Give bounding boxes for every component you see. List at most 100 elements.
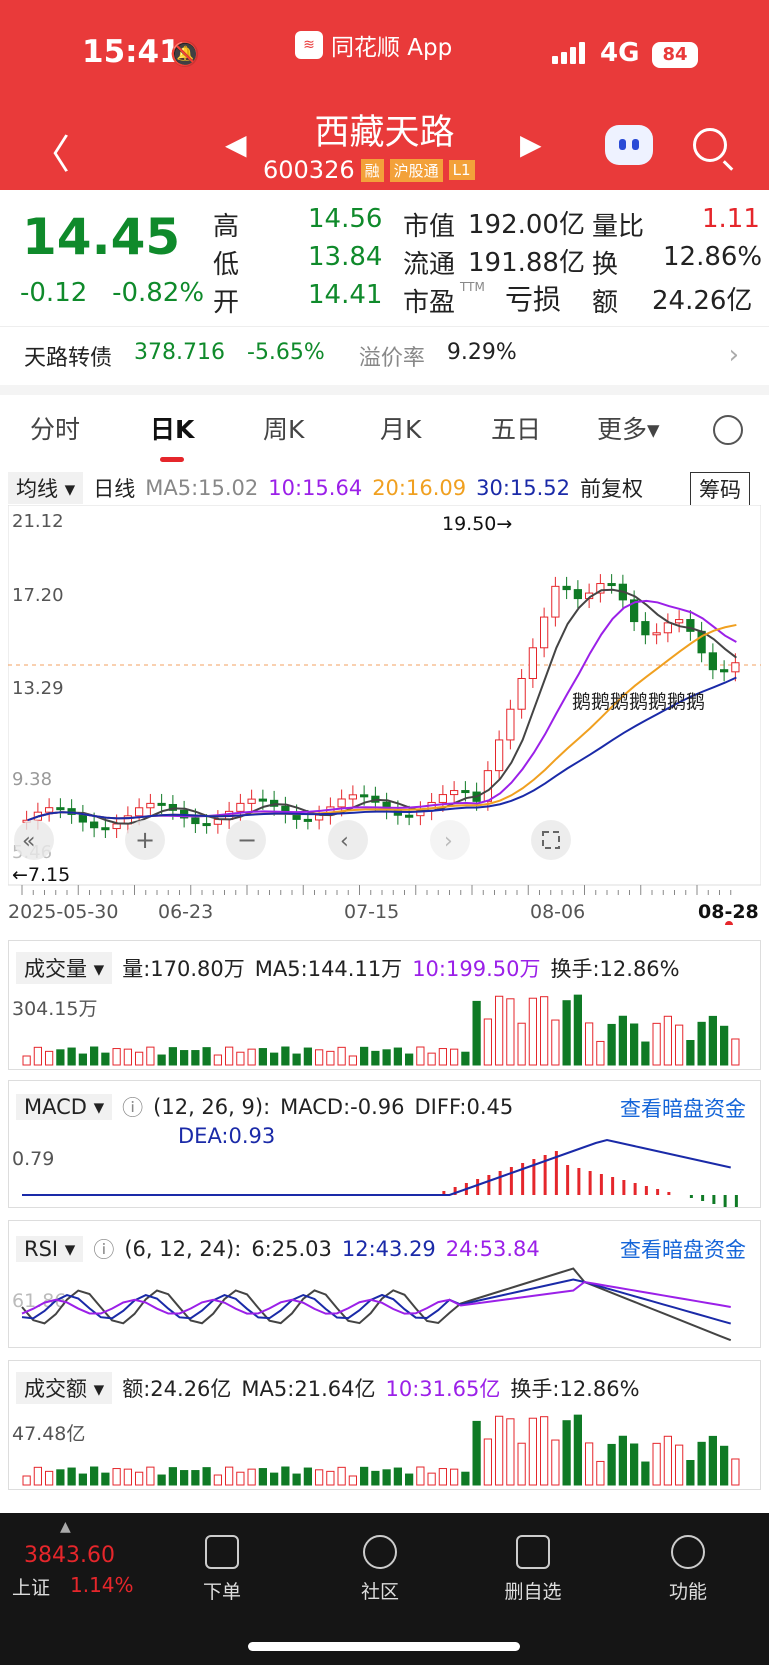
low-label: 低 xyxy=(213,250,240,280)
fullscreen-icon[interactable] xyxy=(531,820,571,860)
volume-ratio-label: 量比 xyxy=(592,212,645,242)
convertible-bond-row[interactable]: 天路转债 378.716 -5.65% 溢价率 9.29% xyxy=(24,340,517,372)
help-icon[interactable]: ⓘ xyxy=(93,1238,115,1262)
chevron-right-icon[interactable]: › xyxy=(728,340,739,370)
robot-assistant-icon[interactable] xyxy=(605,125,653,165)
prev-stock-button[interactable]: ◀ xyxy=(225,128,247,161)
settings-hex-icon[interactable] xyxy=(713,415,743,445)
volume-bar xyxy=(551,1439,560,1486)
amount-value: 24.26亿 xyxy=(652,286,753,316)
volume-dropdown[interactable]: 成交量 ▾ xyxy=(16,952,113,984)
battery-icon: 84 xyxy=(652,42,698,68)
order-button[interactable]: 下单 xyxy=(162,1523,282,1604)
amount-header: 成交额 ▾ 额:24.26亿 MA5:21.64亿 10:31.65亿 换手:1… xyxy=(16,1372,640,1404)
remove-watchlist-label: 删自选 xyxy=(504,1581,562,1603)
rsi6-value: 6:25.03 xyxy=(251,1237,332,1261)
volume-panel xyxy=(8,940,761,1070)
volume-bar xyxy=(123,1048,132,1066)
volume-bar xyxy=(720,1025,729,1066)
stock-code-row: 600326 融 沪股通 L1 xyxy=(263,156,475,184)
volume-bar xyxy=(135,1471,144,1486)
y-axis-low: 13.29 xyxy=(12,678,64,699)
candle xyxy=(135,807,144,817)
volume-bar xyxy=(292,1473,301,1486)
pe-value: 亏损 xyxy=(505,283,562,316)
volume-bar xyxy=(506,998,515,1066)
search-icon[interactable] xyxy=(693,128,727,162)
adjust-label[interactable]: 前复权 xyxy=(580,477,644,501)
ma-dropdown[interactable]: 均线 ▾ xyxy=(8,472,84,504)
volume-bar xyxy=(225,1046,234,1066)
volume-bar xyxy=(360,1046,369,1066)
amount-axis-label: 47.48亿 xyxy=(12,1423,85,1445)
candle xyxy=(247,798,256,804)
volume-dropdown-label: 成交量 xyxy=(24,957,87,981)
kline-chart[interactable]: 21.12 17.20 13.29 9.38 5.46 19.50→ ←7.15… xyxy=(8,505,761,925)
remove-watchlist-button[interactable]: 删自选 xyxy=(473,1523,593,1604)
macd-dropdown[interactable]: MACD ▾ xyxy=(16,1094,113,1120)
rsi-line xyxy=(21,1278,732,1325)
volume-bar xyxy=(270,1052,279,1066)
dark-pool-link[interactable]: 查看暗盘资金 xyxy=(620,1238,746,1262)
volume-bar xyxy=(281,1046,290,1066)
tab-daily-k[interactable]: 日K xyxy=(150,415,195,444)
period-label: 日线 xyxy=(93,477,136,501)
volume-bar xyxy=(495,1415,504,1486)
scroll-left-icon[interactable] xyxy=(14,820,54,860)
volume-bar xyxy=(675,1444,684,1486)
volume-bar xyxy=(630,1443,639,1486)
volume-chart: 304.15万 xyxy=(12,994,740,1066)
volume-bar xyxy=(450,1048,459,1066)
turnover-value: 12.86% xyxy=(663,242,763,272)
dark-pool-link[interactable]: 查看暗盘资金 xyxy=(620,1097,746,1121)
max-price-note: 19.50→ xyxy=(442,513,512,535)
volume-bar xyxy=(697,1441,706,1486)
volume-bar xyxy=(438,1468,447,1486)
functions-button[interactable]: 功能 xyxy=(628,1523,748,1604)
tab-weekly-k[interactable]: 周K xyxy=(263,415,305,444)
quote-panel: 14.45 -0.12 -0.82% 高 14.56 低 13.84 开 14.… xyxy=(0,190,769,325)
current-price: 14.45 xyxy=(22,208,181,266)
volume-axis-label: 304.15万 xyxy=(12,998,97,1020)
divider xyxy=(0,326,769,327)
rsi24-value: 24:53.84 xyxy=(445,1237,540,1261)
zoom-in-icon[interactable] xyxy=(125,820,165,860)
tab-five-day[interactable]: 五日 xyxy=(491,415,542,444)
date-label: 06-23 xyxy=(158,901,213,923)
candle xyxy=(168,803,177,811)
volume-bar xyxy=(652,1442,661,1486)
tab-monthly-k[interactable]: 月K xyxy=(380,415,422,444)
candle xyxy=(641,621,650,636)
next-stock-button[interactable]: ▶ xyxy=(520,128,542,161)
candle xyxy=(213,819,222,825)
volume-bar xyxy=(573,994,582,1066)
pe-ttm-label: TTM xyxy=(460,280,485,294)
rsi-dropdown[interactable]: RSI ▾ xyxy=(16,1236,84,1262)
back-button[interactable]: 〈 xyxy=(30,132,70,178)
rsi-panel xyxy=(8,1220,761,1348)
chips-button[interactable]: 筹码 xyxy=(690,472,750,506)
volume-ma5: MA5:144.11万 xyxy=(254,957,403,981)
app-name[interactable]: ≋ 同花顺 App xyxy=(295,28,452,62)
price-change: -0.12 -0.82% xyxy=(20,278,204,308)
goose-annotation: 鹅鹅鹅鹅鹅鹅鹅 xyxy=(572,691,705,713)
amount-dropdown[interactable]: 成交额 ▾ xyxy=(16,1372,113,1404)
volume-value: 量:170.80万 xyxy=(122,957,245,981)
community-button[interactable]: 社区 xyxy=(320,1523,440,1604)
volume-bar xyxy=(528,1417,537,1486)
pan-left-icon[interactable] xyxy=(328,820,368,860)
volume-bar xyxy=(382,1049,391,1066)
index-value[interactable]: 3843.60 xyxy=(24,1543,115,1568)
volume-bar xyxy=(686,1040,695,1066)
tab-intraday[interactable]: 分时 xyxy=(30,415,81,444)
pan-right-icon[interactable] xyxy=(430,820,470,860)
amount-label: 额 xyxy=(592,288,619,318)
premium-label: 溢价率 xyxy=(358,346,425,371)
min-price-note: ←7.15 xyxy=(12,864,70,886)
candle xyxy=(663,622,672,634)
period-tabs: 分时 日K 周K 月K 五日 更多▾ xyxy=(0,410,769,460)
zoom-out-icon[interactable] xyxy=(226,820,266,860)
star-icon xyxy=(363,1535,397,1569)
tab-more[interactable]: 更多▾ xyxy=(597,415,660,444)
help-icon[interactable]: ⓘ xyxy=(122,1096,144,1120)
